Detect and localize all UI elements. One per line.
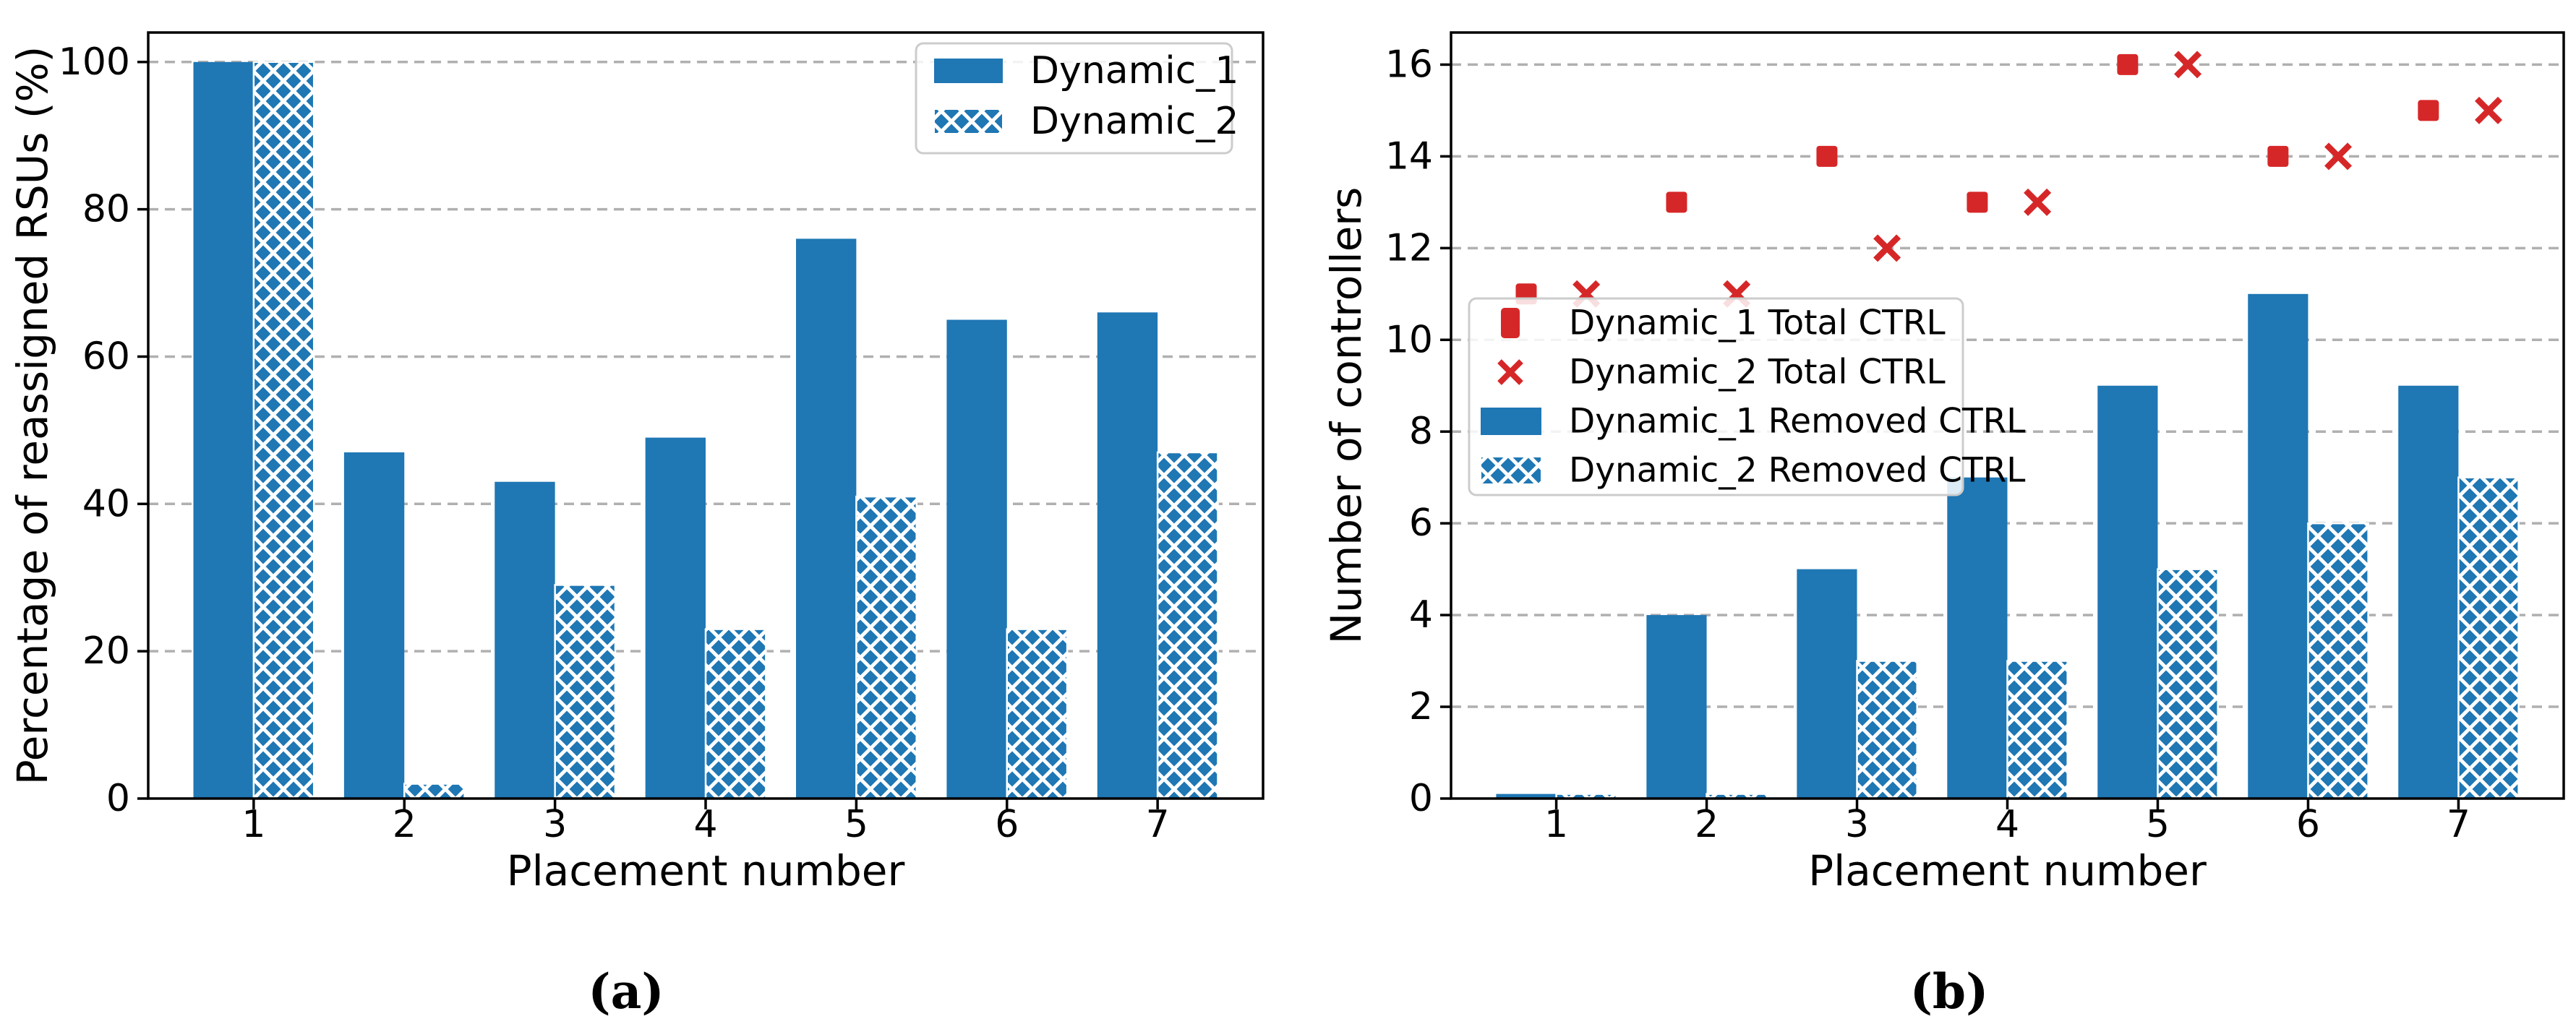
bar-dynamic2-p4	[2006, 660, 2068, 800]
legend-label-2: Dynamic_2 Total CTRL	[1569, 353, 1946, 392]
legend-label-3: Dynamic_1 Removed CTRL	[1569, 402, 2026, 442]
x-axis-label: Placement number	[507, 846, 905, 895]
xtick-label-5: 5	[2146, 803, 2170, 846]
bar-dynamic1-p7	[1097, 312, 1158, 799]
legend-label-1: Dynamic_1	[1030, 49, 1238, 92]
legend-label-1: Dynamic_1 Total CTRL	[1569, 304, 1946, 343]
ytick-label-0: 0	[106, 777, 130, 820]
bar-dynamic1-p7	[2398, 385, 2459, 799]
xtick-label-1: 1	[1544, 803, 1568, 846]
marker-square-p3	[1816, 145, 1838, 167]
xtick-label-6: 6	[995, 803, 1019, 846]
xtick-label-3: 3	[543, 803, 567, 846]
ytick-label-100: 100	[59, 40, 130, 84]
ytick-label-2: 2	[1409, 685, 1433, 728]
ytick-label-60: 60	[82, 335, 130, 378]
xtick-label-7: 7	[2447, 803, 2470, 846]
x-axis-label: Placement number	[1808, 846, 2207, 895]
marker-x-p5	[2174, 51, 2202, 79]
bar-dynamic2-p2	[403, 783, 466, 800]
panel-a: 1 2 3 4 5 6 7 0 20 40 60 80 100 Placement number Perce…	[8, 31, 1265, 895]
legend-label-4: Dynamic_2 Removed CTRL	[1569, 451, 2026, 491]
bar-dynamic1-p2	[343, 452, 405, 799]
ytick-label-16: 16	[1385, 43, 1433, 86]
ytick-label-80: 80	[82, 188, 130, 231]
bar-dynamic2-p5	[2157, 568, 2219, 800]
bar-dynamic2-p1	[252, 61, 315, 800]
ytick-label-10: 10	[1385, 318, 1433, 361]
bar-dynamic1-p3	[495, 481, 555, 799]
ytick-label-6: 6	[1409, 502, 1433, 545]
marker-square-p4	[1967, 192, 1988, 213]
bar-dynamic2-p7	[2457, 476, 2520, 800]
legend-swatch-hatched	[933, 108, 1004, 134]
bar-dynamic2-p4	[704, 628, 767, 800]
legend-swatch-square	[1501, 308, 1520, 338]
legend-label-2: Dynamic_2	[1030, 100, 1238, 143]
ytick-label-40: 40	[82, 482, 130, 525]
bar-dynamic1-p5	[796, 238, 857, 799]
xtick-label-1: 1	[241, 803, 265, 846]
ytick-label-0: 0	[1409, 777, 1433, 820]
marker-square-p5	[2117, 53, 2139, 75]
xtick-label-7: 7	[1146, 803, 1170, 846]
bar-dynamic1-p1	[193, 61, 254, 799]
bar-dynamic1-p6	[2248, 293, 2308, 799]
marker-square-p6	[2267, 145, 2289, 167]
ytick-label-14: 14	[1385, 134, 1433, 178]
xtick-label-2: 2	[393, 803, 416, 846]
legend-swatch-solid	[1481, 408, 1541, 435]
caption-panel-a: (a)	[588, 963, 664, 1020]
legend-box	[1468, 297, 1964, 496]
bar-dynamic1-p6	[946, 319, 1007, 799]
legend-panel-b: Dynamic_1 Total CTRL Dynamic_2 Total CTRL…	[1468, 297, 2026, 496]
bar-dynamic1-p3	[1797, 569, 1857, 799]
marker-x-p3	[1873, 234, 1901, 262]
legend-swatch-x	[1497, 359, 1523, 385]
legend-swatch-hatched	[1480, 456, 1542, 485]
bar-dynamic1-p4	[1947, 477, 2008, 799]
xtick-label-3: 3	[1845, 803, 1869, 846]
bar-dynamic2-p6	[1006, 628, 1069, 800]
marker-square-p2	[1666, 192, 1687, 213]
xtick-label-4: 4	[693, 803, 717, 846]
bar-dynamic2-p3	[1856, 660, 1918, 800]
legend-swatch-solid	[934, 59, 1003, 83]
marker-x-p7	[2475, 96, 2503, 124]
bar-dynamic2-p3	[554, 584, 617, 800]
xtick-label-4: 4	[1995, 803, 2019, 846]
y-axis-label: Number of controllers	[1322, 187, 1371, 645]
bar-dynamic2-p7	[1156, 451, 1219, 800]
bar-dynamic2-p5	[855, 495, 917, 800]
bar-dynamic1-p2	[1646, 615, 1707, 799]
bar-dynamic1-p1	[1496, 793, 1557, 799]
bar-dynamic1-p5	[2097, 385, 2158, 799]
bar-dynamic1-p4	[645, 437, 706, 799]
marker-x-p6	[2324, 142, 2353, 171]
y-axis-label: Percentage of reassigned RSUs (%)	[8, 46, 57, 786]
xtick-label-6: 6	[2296, 803, 2320, 846]
caption-panel-b: (b)	[1909, 963, 1989, 1020]
marker-square-p7	[2418, 100, 2439, 121]
xtick-label-5: 5	[844, 803, 868, 846]
ytick-label-8: 8	[1409, 410, 1433, 453]
ytick-label-4: 4	[1409, 593, 1433, 637]
bar-dynamic2-p6	[2307, 522, 2369, 800]
legend-panel-a: Dynamic_1 Dynamic_2	[915, 42, 1238, 155]
xtick-label-2: 2	[1695, 803, 1719, 846]
marker-x-p4	[2024, 188, 2052, 216]
ytick-label-12: 12	[1385, 226, 1433, 270]
ytick-label-20: 20	[82, 629, 130, 673]
